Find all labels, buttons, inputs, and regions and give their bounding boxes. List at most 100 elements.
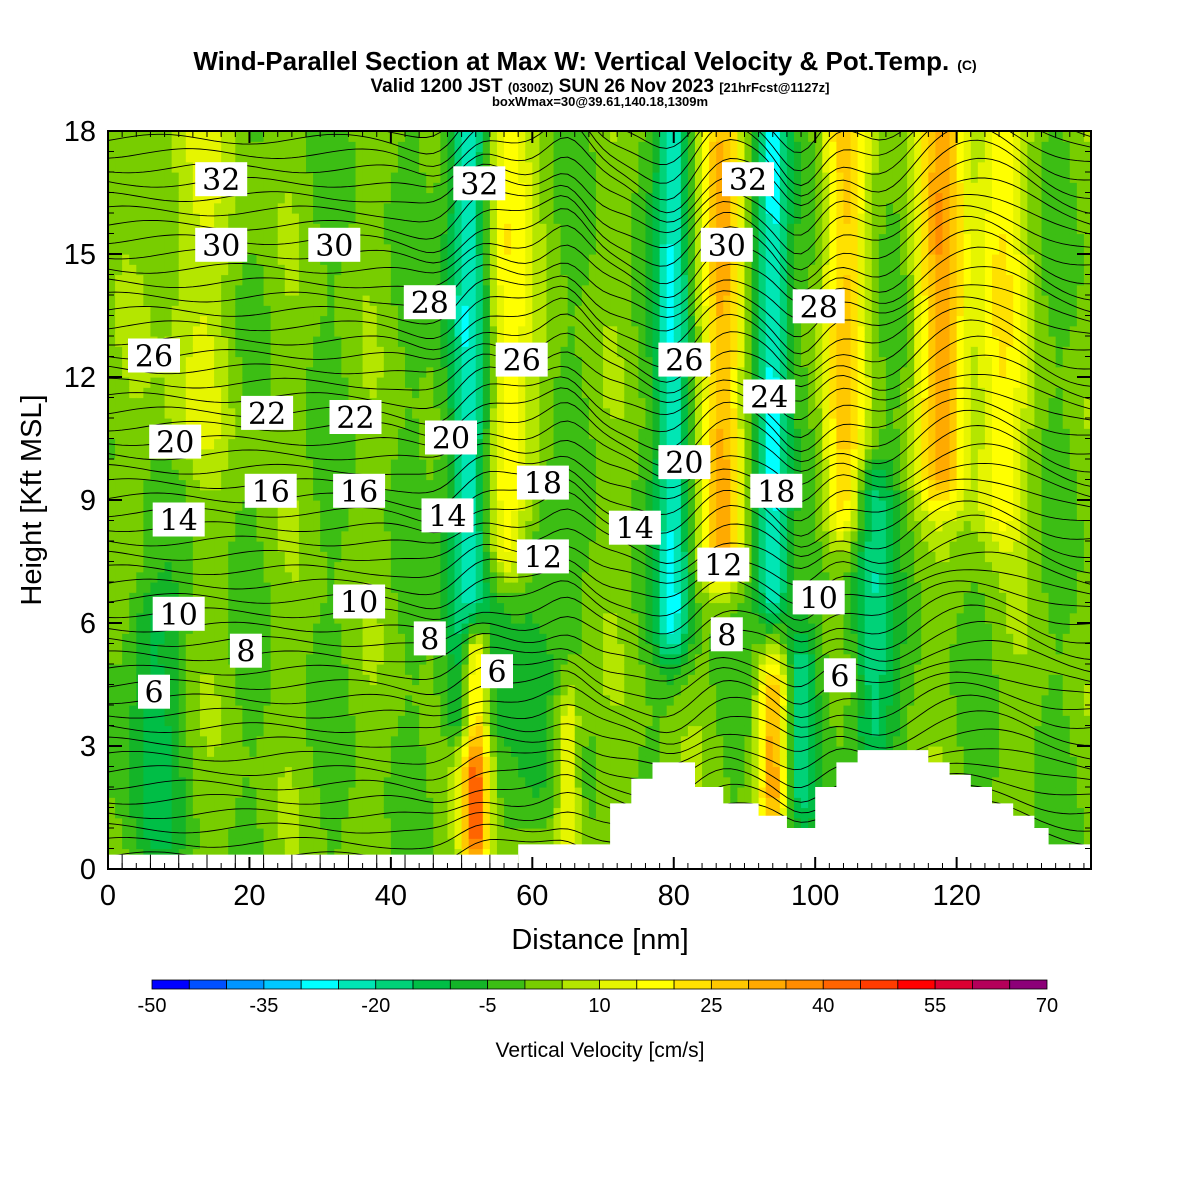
field-cell [284,725,293,737]
field-cell [412,582,420,593]
field-cell [581,366,590,378]
field-cell [171,643,180,655]
field-cell [546,828,555,839]
field-cell [468,582,477,593]
field-cell [284,817,293,829]
field-cell [539,756,548,768]
field-cell [567,705,576,716]
field-cell [468,407,477,419]
field-cell [129,151,137,163]
field-cell [242,141,251,153]
field-cell [298,305,307,317]
field-cell [334,213,342,224]
field-cell [129,233,137,245]
field-cell [313,776,321,788]
field-cell [108,592,116,604]
field-cell [447,848,456,860]
field-cell [214,530,222,542]
field-cell [419,653,427,665]
field-cell [454,284,463,296]
field-cell [348,151,357,163]
field-cell [369,213,378,224]
field-cell [454,336,463,347]
field-cell [207,694,215,706]
field-cell [291,192,300,204]
field-cell [369,274,378,286]
field-cell [178,141,187,153]
field-cell [560,838,569,850]
field-cell [129,766,137,778]
field-cell [263,295,272,306]
field-cell [249,264,258,276]
field-cell [341,705,350,716]
field-cell [150,828,159,839]
field-cell [511,725,519,737]
field-cell [270,366,279,378]
field-cell [355,776,364,788]
field-cell [221,325,229,337]
field-cell [539,705,548,716]
field-cell [256,141,265,153]
field-cell [567,838,576,850]
field-cell [595,746,604,757]
field-cell [185,233,194,245]
field-cell [192,582,201,593]
field-cell [341,438,350,450]
field-cell [313,541,321,552]
field-cell [390,172,399,183]
field-cell [207,643,215,655]
field-cell [291,787,300,798]
field-cell [412,684,420,696]
field-cell [242,520,251,532]
field-cell [574,674,583,686]
field-cell [108,295,116,306]
field-cell [426,243,434,255]
field-cell [504,612,512,624]
field-cell [581,684,590,696]
field-cell [277,192,286,204]
field-cell [143,807,152,819]
field-cell [122,469,130,481]
field-cell [192,366,201,378]
field-cell [185,315,194,327]
field-cell [504,561,512,573]
field-cell [122,674,130,686]
field-cell [475,397,484,409]
field-cell [412,787,420,798]
field-cell [567,510,576,522]
field-cell [164,828,173,839]
field-cell [150,479,159,491]
field-cell [150,459,159,470]
field-cell [171,172,180,183]
field-cell [433,377,441,388]
field-cell [320,592,328,604]
field-cell [150,418,159,429]
field-cell [433,131,441,142]
field-cell [468,141,477,153]
field-cell [306,674,314,686]
field-cell [468,151,477,163]
field-cell [560,131,569,142]
field-cell [504,541,512,552]
field-cell [567,612,576,624]
field-cell [581,797,590,809]
field-cell [192,213,201,224]
field-cell [447,838,456,850]
field-cell [291,633,300,645]
field-cell [277,776,286,788]
field-cell [412,500,420,511]
field-cell [108,356,116,368]
field-cell [511,500,519,511]
field-cell [256,377,265,388]
field-cell [511,438,519,450]
field-cell [334,264,342,276]
field-cell [150,653,159,665]
field-cell [164,756,173,768]
field-cell [489,602,498,614]
field-cell [369,541,378,552]
field-cell [214,131,222,142]
field-cell [256,254,265,265]
field-cell [574,664,583,675]
field-cell [306,325,314,337]
field-cell [511,223,519,235]
